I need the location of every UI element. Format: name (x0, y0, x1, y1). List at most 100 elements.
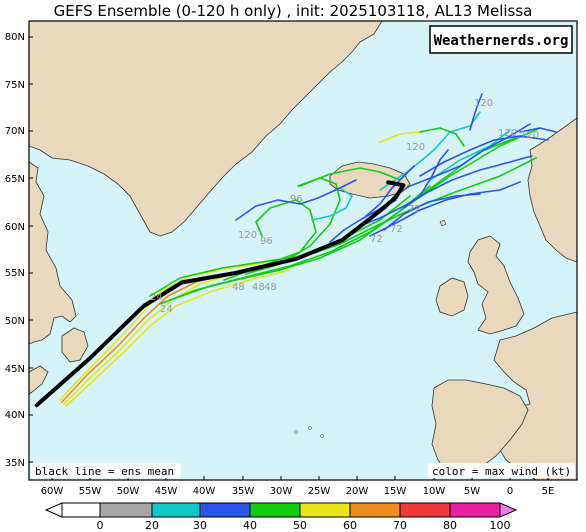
hour-label: 24 (150, 292, 163, 303)
wind-colorbar: 0 20 30 40 50 60 70 80 100 (44, 502, 518, 532)
colorbar-segment (99, 502, 153, 518)
lon-tick-label: 35W (232, 486, 255, 497)
lon-tick-label: 45W (155, 486, 178, 497)
ensemble-track-late (235, 179, 357, 221)
lon-tick-label: 5E (542, 486, 555, 497)
map-frame (28, 20, 578, 481)
north-america-coast (29, 365, 49, 395)
lon-tick-label: 60W (41, 486, 64, 497)
ensemble-track-early (65, 269, 291, 407)
ensemble-track-late (469, 93, 483, 131)
lon-tick-label: 10W (423, 486, 446, 497)
iberia-landmass (431, 379, 529, 475)
forecast-hour-labels: 120 120 120 120 120 96 96 72 72 72 48 48… (150, 98, 539, 315)
great-britain-landmass (467, 235, 525, 335)
note-right: color = max wind (kt) (432, 465, 571, 478)
colorbar-segment (299, 502, 351, 518)
ensemble-track-late (365, 165, 415, 217)
hour-label: 120 (520, 130, 539, 141)
longitude-axis: 60W 55W 50W 45W 40W 35W 30W 25W 20W 15W … (41, 486, 555, 497)
hour-label: 48 (232, 282, 245, 293)
colorbar-tick-label: 70 (393, 519, 407, 532)
hour-label: 24 (160, 304, 173, 315)
ensemble-track-late (369, 181, 521, 237)
hour-label: 96 (260, 236, 273, 247)
lat-tick-label: 75N (5, 80, 25, 91)
colorbar-tick-label: 0 (97, 519, 104, 532)
lat-tick-label: 50N (5, 316, 25, 327)
hour-label: 72 (408, 204, 421, 215)
latitude-ticks (29, 36, 33, 463)
colorbar-tick-label: 50 (293, 519, 307, 532)
hour-label: 72 (370, 234, 383, 245)
map-content: 120 120 120 120 120 96 96 72 72 72 48 48… (29, 21, 577, 480)
ensemble-mean-track (34, 180, 406, 408)
ireland-landmass (435, 277, 469, 317)
ensemble-track-early (223, 199, 317, 281)
faroe-islands (439, 219, 447, 227)
lat-tick-label: 35N (5, 458, 25, 469)
note-right-box (428, 463, 575, 478)
azores-island (320, 434, 324, 438)
lon-tick-label: 40W (193, 486, 216, 497)
ensemble-track-late (311, 187, 353, 221)
note-left: black line = ens mean (35, 465, 174, 478)
colorbar-segment (449, 502, 501, 518)
colorbar-ticks: 0 20 30 40 50 60 70 80 100 (97, 519, 511, 532)
colorbar-tick-label: 100 (490, 519, 511, 532)
latitude-axis: 80N 75N 70N 65N 60N 55N 50N 45N 40N 35N (5, 32, 25, 469)
colorbar-arrow-left (44, 502, 63, 518)
colorbar-arrow-right (499, 502, 518, 518)
ensemble-track-late (403, 149, 449, 209)
lat-tick-label: 55N (5, 268, 25, 279)
ensemble-track-late (379, 131, 421, 143)
lon-tick-label: 55W (79, 486, 102, 497)
ensemble-track-early (169, 127, 541, 301)
hour-label: 72 (390, 224, 403, 235)
lon-tick-label: 30W (270, 486, 293, 497)
ensemble-track-late (383, 193, 481, 231)
colorbar-tick-label: 60 (343, 519, 357, 532)
ensemble-track-early (299, 167, 401, 187)
ensemble-track-late (359, 155, 533, 227)
colorbar-segment (249, 502, 301, 518)
lon-tick-label: 5W (464, 486, 480, 497)
hour-label: 120 (238, 230, 257, 241)
azores-island (294, 430, 298, 434)
lon-tick-label: 25W (308, 486, 331, 497)
lat-tick-label: 60N (5, 222, 25, 233)
hour-label: 96 (290, 194, 303, 205)
lat-tick-label: 40N (5, 410, 25, 421)
hour-label: 120 (498, 128, 517, 139)
lon-tick-label: 15W (384, 486, 407, 497)
colorbar-tick-label: 30 (193, 519, 207, 532)
watermark-text: Weathernerds.org (434, 33, 569, 49)
note-left-box (31, 463, 181, 478)
hour-label: 120 (406, 142, 425, 153)
colorbar-tick-label: 40 (243, 519, 257, 532)
lon-tick-label: 0 (507, 486, 513, 497)
newfoundland-landmass (61, 327, 89, 363)
scandinavia-landmass (527, 117, 577, 263)
watermark-box (429, 25, 573, 54)
colorbar-segment (61, 502, 101, 518)
lat-tick-label: 70N (5, 126, 25, 137)
colorbar-segment (199, 502, 251, 518)
ensemble-track-late (429, 129, 511, 181)
colorbar-segment (151, 502, 201, 518)
ensemble-track-early (299, 157, 537, 259)
labrador-landmass (29, 161, 77, 345)
lon-tick-label: 50W (117, 486, 140, 497)
lat-tick-label: 65N (5, 174, 25, 185)
ensemble-track-late (519, 127, 557, 133)
lat-tick-label: 45N (5, 364, 25, 375)
ensemble-track-late (419, 127, 465, 147)
hour-label: 48 (264, 282, 277, 293)
hour-label: 48 (252, 282, 265, 293)
colorbar-segment (349, 502, 401, 518)
colorbar-segment (399, 502, 451, 518)
map-title: GEFS Ensemble (0-120 h only) , init: 202… (53, 2, 533, 20)
hour-label: 120 (474, 98, 493, 109)
ensemble-track-late (419, 135, 549, 177)
